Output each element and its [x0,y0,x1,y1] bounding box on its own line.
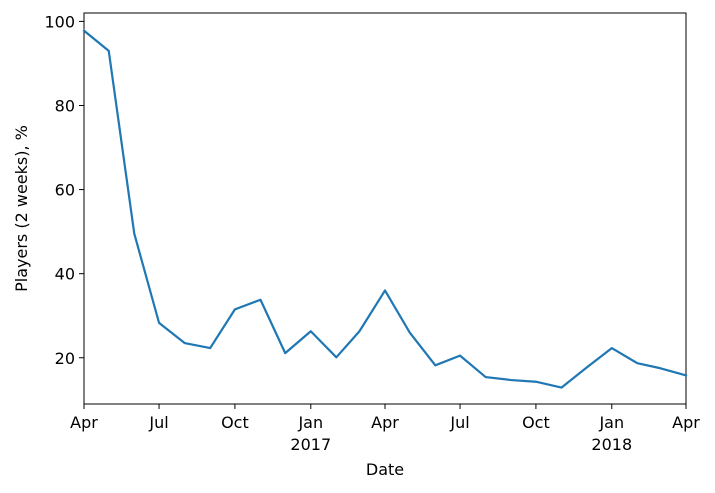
data-point [107,49,111,53]
y-tick-label: 80 [55,96,75,115]
y-tick-label: 100 [44,12,75,31]
data-point [132,232,136,236]
x-axis-ticks: Apr Jul Oct Jan 2017 Apr Jul Oct Jan 2018 Apr [70,404,700,454]
x-tick-label: Jan [297,413,323,432]
data-point [258,298,262,302]
data-point [82,29,86,33]
data-point [233,307,237,311]
data-point [509,378,513,382]
x-tick-label: Apr [672,413,700,432]
data-point [484,375,488,379]
data-point [584,366,588,370]
data-point [309,329,313,333]
data-point [684,373,688,377]
data-point [357,329,361,333]
y-tick-label: 40 [55,265,75,284]
y-axis-label: Players (2 weeks), % [12,125,31,292]
x-tick-label: Jul [148,413,168,432]
data-point [283,351,287,355]
data-point [408,331,412,335]
plot-area-frame [83,12,687,405]
x-tick-label: Jan [598,413,624,432]
data-point [658,366,662,370]
x-tick-label: Apr [70,413,98,432]
y-tick-label: 60 [55,181,75,200]
x-tick-label: Oct [221,413,249,432]
x-tick-year-label: 2018 [591,435,632,454]
x-axis-label: Date [366,460,404,479]
data-point [183,341,187,345]
y-tick-label: 20 [55,349,75,368]
x-tick-label: Jul [449,413,469,432]
data-point [610,346,614,350]
data-point [157,321,161,325]
x-tick-label: Oct [522,413,550,432]
axes [83,12,687,405]
y-axis-ticks: 20 40 60 80 100 [44,12,84,368]
data-point [433,363,437,367]
data-point [534,380,538,384]
x-tick-year-label: 2017 [290,435,331,454]
data-point [208,346,212,350]
data-point [559,386,563,390]
data-point [458,354,462,358]
data-point [383,288,387,292]
x-tick-label: Apr [371,413,399,432]
data-point [635,361,639,365]
data-point [334,355,338,359]
data-points [82,29,688,390]
data-series-line [82,29,688,389]
